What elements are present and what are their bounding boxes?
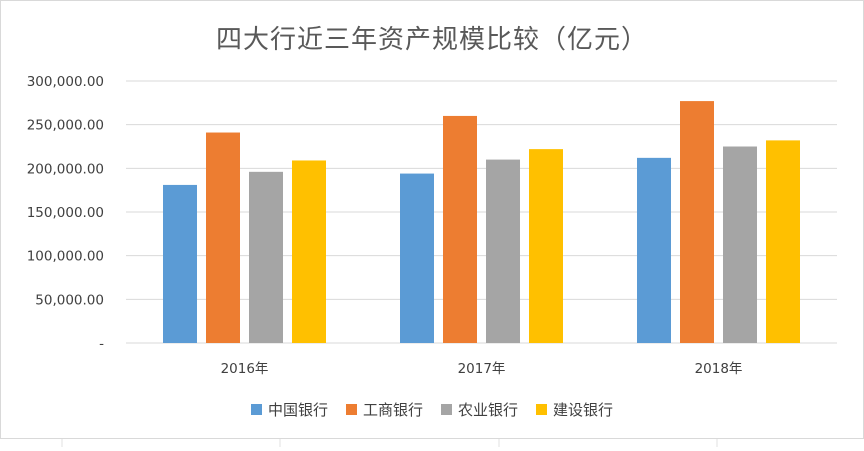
legend: 中国银行 工商银行 农业银行 建设银行	[1, 399, 863, 420]
y-tick-label: 300,000.00	[27, 74, 104, 90]
chart-title: 四大行近三年资产规模比较（亿元）	[215, 25, 648, 55]
bar	[637, 157, 671, 343]
legend-label: 建设银行	[553, 401, 614, 419]
legend-item: 农业银行	[441, 399, 518, 420]
y-tick-label: 100,000.00	[27, 249, 104, 265]
legend-label: 工商银行	[362, 401, 423, 419]
bar	[680, 101, 714, 343]
plot-area: - 50,000.00 100,000.00 150,000.00 200,000.00…	[27, 74, 837, 377]
legend-item: 工商银行	[345, 399, 423, 420]
bar	[529, 149, 563, 343]
legend-item: 建设银行	[536, 399, 613, 420]
legend-item: 中国银行	[250, 399, 328, 420]
bar	[486, 159, 520, 343]
bar	[163, 184, 197, 343]
legend-swatch	[250, 404, 262, 415]
x-tick-label: 2018年	[695, 361, 743, 377]
x-tick-label: 2016年	[221, 361, 269, 377]
y-tick-label: 150,000.00	[27, 205, 104, 221]
bar	[249, 171, 283, 343]
legend-label: 农业银行	[458, 401, 519, 419]
legend-label: 中国银行	[267, 401, 328, 419]
legend-swatch	[536, 404, 548, 415]
x-tick-label: 2017年	[458, 361, 506, 377]
bar	[723, 146, 757, 343]
bar	[400, 173, 434, 343]
bar	[443, 115, 477, 343]
bar	[766, 140, 800, 343]
chart-area[interactable]: 四大行近三年资产规模比较（亿元） - 50,000.00 100,000.00 150…	[0, 0, 864, 439]
y-tick-label: -	[99, 336, 104, 352]
legend-swatch	[441, 404, 452, 415]
bar	[292, 160, 326, 343]
y-tick-label: 200,000.00	[27, 161, 104, 177]
bar	[206, 132, 240, 343]
y-tick-label: 250,000.00	[27, 118, 104, 134]
legend-swatch	[345, 404, 357, 415]
y-tick-label: 50,000.00	[35, 292, 104, 308]
